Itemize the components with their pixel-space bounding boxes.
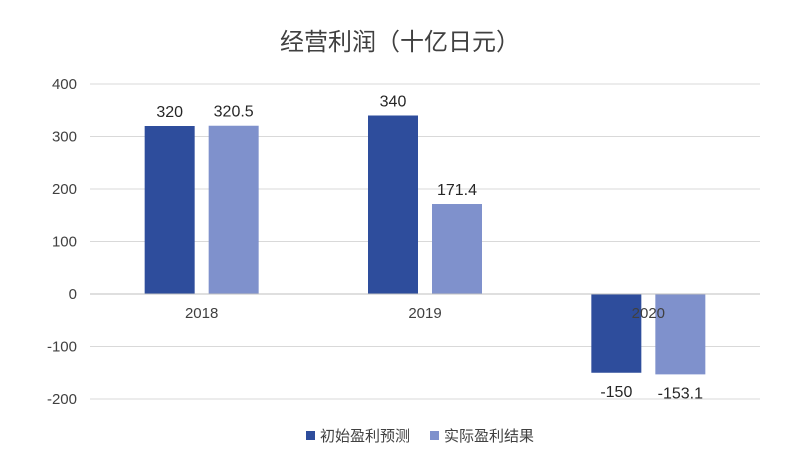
- bar: [655, 294, 706, 375]
- x-tick-label: 2018: [185, 305, 218, 322]
- data-label: 340: [380, 94, 407, 111]
- data-labels: 320 320.5 340 171.4 -150 -153.1: [156, 94, 703, 403]
- y-tick-label: 0: [69, 286, 77, 303]
- data-label: -153.1: [658, 385, 703, 402]
- data-label: 171.4: [437, 182, 477, 199]
- data-label: 320.5: [214, 104, 254, 121]
- legend-entry: 实际盈利结果: [444, 427, 534, 445]
- legend-entry: 初始盈利预测: [320, 427, 410, 445]
- y-tick-label: 200: [52, 181, 77, 198]
- bar: [208, 125, 259, 294]
- x-tick-label: 2019: [408, 305, 441, 322]
- chart-title: 经营利润（十亿日元）: [280, 28, 520, 56]
- axes: 400 300 200 100 0 -100 -200 2018 2019 2020: [47, 76, 760, 408]
- data-label: -150: [600, 384, 632, 401]
- bar: [432, 204, 482, 294]
- bar: [368, 115, 418, 294]
- bar: [144, 126, 195, 294]
- legend-swatch: [306, 431, 315, 440]
- x-tick-label: 2020: [632, 305, 665, 322]
- bars: [144, 115, 706, 375]
- data-label: 320: [156, 104, 183, 121]
- y-tick-label: 400: [52, 76, 77, 93]
- gridlines: [90, 83, 760, 400]
- y-tick-label: -200: [47, 391, 77, 408]
- legend-swatch: [430, 431, 439, 440]
- bar: [591, 294, 642, 373]
- y-tick-label: 100: [52, 234, 77, 251]
- legend: 初始盈利预测 实际盈利结果: [306, 427, 534, 445]
- y-tick-label: 300: [52, 129, 77, 146]
- y-tick-label: -100: [47, 339, 77, 356]
